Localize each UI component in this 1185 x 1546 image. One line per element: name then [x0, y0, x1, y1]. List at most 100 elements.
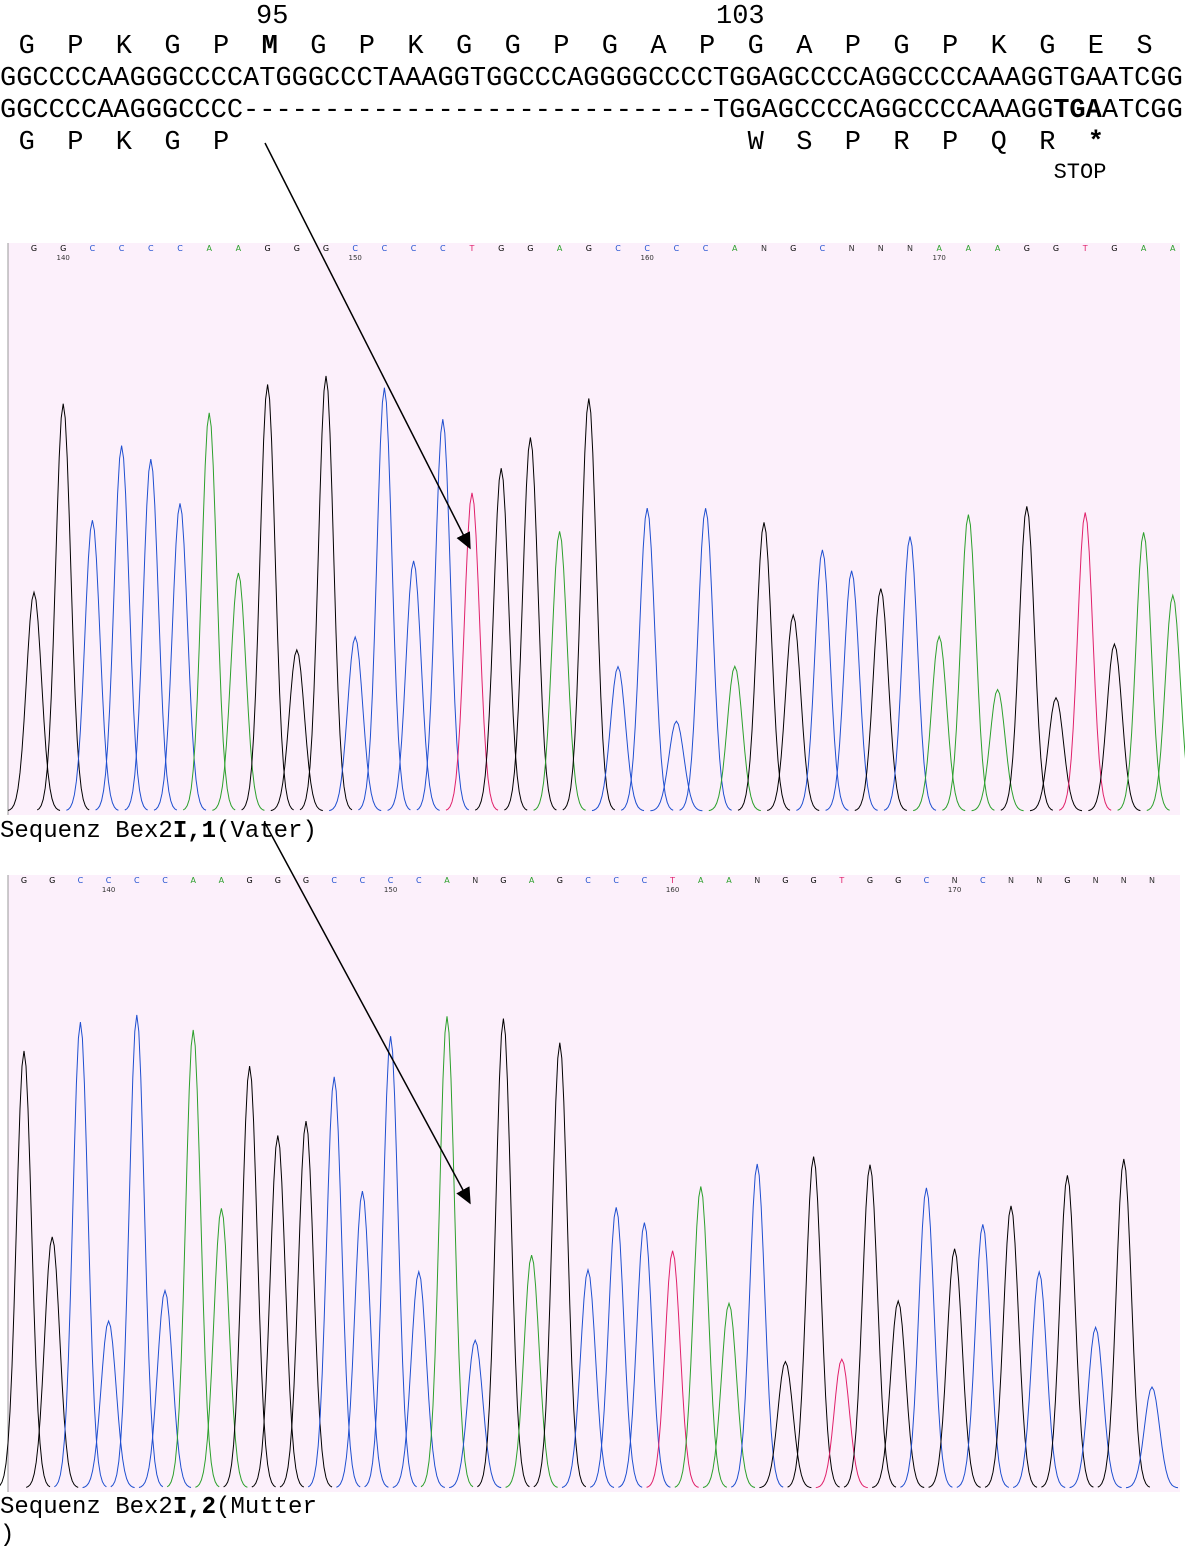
- amino-acid: P: [67, 32, 84, 62]
- base-call: G: [500, 876, 506, 885]
- amino-acid: P: [942, 32, 959, 62]
- amino-acid: Q: [990, 128, 1007, 158]
- amino-acid: G: [18, 32, 35, 62]
- base-call: G: [1111, 244, 1117, 253]
- amino-acid: P: [358, 32, 375, 62]
- base-call: C: [134, 876, 140, 885]
- amino-acid: G: [1039, 32, 1056, 62]
- base-call: G: [1024, 244, 1030, 253]
- base-call: N: [761, 244, 767, 253]
- caption-text: Sequenz Bex2: [0, 818, 173, 845]
- caption-text: (Mutter: [216, 1494, 317, 1521]
- trace-panel: [8, 875, 1180, 1492]
- base-call: G: [810, 876, 816, 885]
- caption: Sequenz Bex2I,1(Vater): [0, 818, 317, 846]
- base-call: C: [360, 876, 366, 885]
- base-call: G: [246, 876, 252, 885]
- amino-acid: G: [310, 32, 327, 62]
- base-call: C: [980, 876, 986, 885]
- base-call: C: [78, 876, 84, 885]
- base-position: 170: [933, 254, 946, 262]
- base-call: G: [557, 876, 563, 885]
- base-call: A: [936, 244, 942, 253]
- base-call: C: [585, 876, 591, 885]
- base-call: C: [331, 876, 337, 885]
- amino-acid: P: [844, 32, 861, 62]
- base-call: C: [440, 244, 446, 253]
- base-call: G: [303, 876, 309, 885]
- base-call: G: [586, 244, 592, 253]
- amino-acid: K: [115, 32, 132, 62]
- amino-acid: E: [1087, 32, 1104, 62]
- amino-acid: P: [844, 128, 861, 158]
- amino-acid: G: [747, 32, 764, 62]
- base-position: 140: [102, 886, 115, 894]
- amino-acid: S: [796, 128, 813, 158]
- amino-acid: K: [990, 32, 1007, 62]
- amino-acid: M: [261, 32, 278, 62]
- base-call: C: [674, 244, 680, 253]
- base-call: N: [1036, 876, 1042, 885]
- base-call: G: [275, 876, 281, 885]
- base-call: G: [1053, 244, 1059, 253]
- amino-acid: G: [164, 32, 181, 62]
- base-call: G: [867, 876, 873, 885]
- base-call: A: [557, 244, 563, 253]
- base-call: N: [849, 244, 855, 253]
- amino-acid: P: [213, 32, 230, 62]
- base-call: N: [1008, 876, 1014, 885]
- amino-acid: P: [213, 128, 230, 158]
- base-call: G: [21, 876, 27, 885]
- base-call: A: [726, 876, 732, 885]
- base-call: A: [190, 876, 196, 885]
- base-call: A: [995, 244, 1001, 253]
- base-call: G: [1064, 876, 1070, 885]
- amino-acid: R: [893, 128, 910, 158]
- amino-acid: G: [456, 32, 473, 62]
- base-call: G: [790, 244, 796, 253]
- base-call: A: [966, 244, 972, 253]
- base-call: A: [529, 876, 535, 885]
- base-position: 170: [948, 886, 961, 894]
- caption-text: (Vater): [216, 818, 317, 845]
- caption-text: Sequenz Bex2: [0, 1494, 173, 1521]
- amino-acid: G: [504, 32, 521, 62]
- base-call: C: [644, 244, 650, 253]
- amino-acid: W: [747, 128, 764, 158]
- amino-acid: P: [942, 128, 959, 158]
- base-call: C: [703, 244, 709, 253]
- base-call: N: [952, 876, 958, 885]
- base-call: G: [264, 244, 270, 253]
- base-call: C: [642, 876, 648, 885]
- sample-id: I,2: [173, 1494, 216, 1521]
- base-call: G: [895, 876, 901, 885]
- base-call: C: [382, 244, 388, 253]
- base-call: N: [907, 244, 913, 253]
- base-call: G: [49, 876, 55, 885]
- base-call: G: [323, 244, 329, 253]
- amino-acid: P: [553, 32, 570, 62]
- amino-acid: R: [1039, 128, 1056, 158]
- base-call: C: [162, 876, 168, 885]
- base-call: C: [613, 876, 619, 885]
- amino-acid: G: [893, 32, 910, 62]
- chromatograms: GGCCCCAAGGGCCCCTGGAGCCCCANGCNNNAAAGGTGAA…: [0, 0, 1185, 1546]
- base-call: C: [820, 244, 826, 253]
- amino-acid: K: [407, 32, 424, 62]
- base-call: C: [411, 244, 417, 253]
- base-call: C: [90, 244, 96, 253]
- amino-acid: P: [67, 128, 84, 158]
- base-call: C: [388, 876, 394, 885]
- amino-acid: K: [115, 128, 132, 158]
- base-position: 140: [57, 254, 70, 262]
- base-call: G: [498, 244, 504, 253]
- base-position: 150: [349, 254, 362, 262]
- base-call: A: [732, 244, 738, 253]
- base-call: N: [1149, 876, 1155, 885]
- figure: 95 103 GGCCCCAAGGGCCCCATGGGCCCTAAAGGTGGC…: [0, 0, 1185, 1546]
- base-call: G: [782, 876, 788, 885]
- sample-id: I,1: [173, 818, 216, 845]
- caption: Sequenz Bex2I,2(Mutter: [0, 1494, 317, 1522]
- base-call: T: [838, 876, 844, 885]
- base-call: G: [527, 244, 533, 253]
